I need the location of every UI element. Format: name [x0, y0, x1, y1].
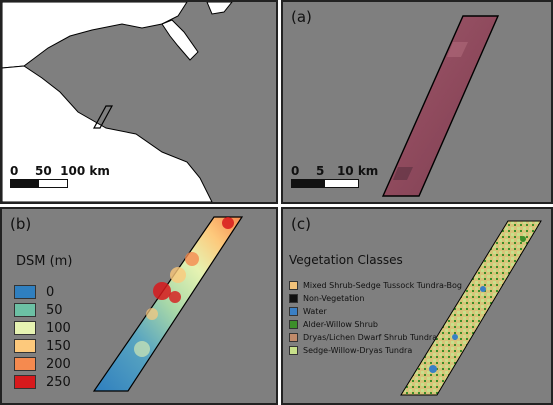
legend-swatch: [14, 339, 36, 353]
legend-swatch: [14, 321, 36, 335]
dsm-legend-item: 250: [14, 374, 71, 390]
scalebar-bar: [291, 179, 359, 188]
vegetation-legend-item: Alder-Willow Shrub: [289, 319, 378, 329]
vegetation-legend-item: Water: [289, 306, 327, 316]
legend-swatch: [14, 285, 36, 299]
legend-swatch: [289, 293, 298, 303]
legend-swatch: [289, 306, 298, 316]
scalebar-label: 0 5 10 km: [291, 164, 379, 178]
legend-swatch: [14, 375, 36, 389]
panel-b-dsm: (b) DSM (m) 0 50 100 150 200 250: [0, 207, 278, 405]
scalebar-bar: [10, 179, 68, 188]
legend-swatch: [289, 280, 298, 290]
vegetation-map: [400, 220, 542, 396]
dsm-legend-item: 200: [14, 356, 71, 372]
dsm-map: [92, 216, 244, 392]
scalebar: 0 5 10 km: [291, 164, 378, 188]
panel-c-vegetation: (c) Vegetation Classes Mixed Shrub-Sedge…: [281, 207, 553, 405]
inlet-region: [161, 19, 199, 61]
legend-swatch: [14, 303, 36, 317]
legend-swatch: [289, 345, 298, 355]
dsm-legend-item: 0: [14, 284, 54, 300]
imagery-strip: [381, 15, 500, 197]
panel-label-a: (a): [291, 8, 312, 26]
vegetation-legend-item: Non-Vegetation: [289, 293, 365, 303]
dsm-legend-title: DSM (m): [16, 254, 73, 269]
dsm-legend-item: 150: [14, 338, 71, 354]
vegetation-legend-title: Vegetation Classes: [289, 253, 403, 267]
scalebar-label: 0 50 100 km: [10, 164, 110, 178]
overview-map-panel: 0 50 100 km: [0, 0, 278, 204]
vegetation-legend-item: Dryas/Lichen Dwarf Shrub Tundra: [289, 332, 437, 342]
panel-label-c: (c): [291, 215, 311, 233]
panel-a-imagery: (a) 0 5 10 km: [281, 0, 553, 204]
dsm-legend-item: 50: [14, 302, 63, 318]
sea-region: [2, 2, 188, 69]
study-area-outline: [92, 105, 114, 129]
legend-swatch: [289, 332, 298, 342]
overview-map: [2, 2, 233, 202]
panel-label-b: (b): [10, 215, 32, 233]
dsm-legend-item: 100: [14, 320, 71, 336]
vegetation-legend-item: Sedge-Willow-Dryas Tundra: [289, 345, 412, 355]
vegetation-legend-item: Mixed Shrub-Sedge Tussock Tundra-Bog: [289, 280, 462, 290]
scalebar: 0 50 100 km: [10, 164, 110, 188]
lake-region: [206, 2, 233, 15]
legend-swatch: [289, 319, 298, 329]
legend-swatch: [14, 357, 36, 371]
bay-region: [2, 65, 213, 202]
